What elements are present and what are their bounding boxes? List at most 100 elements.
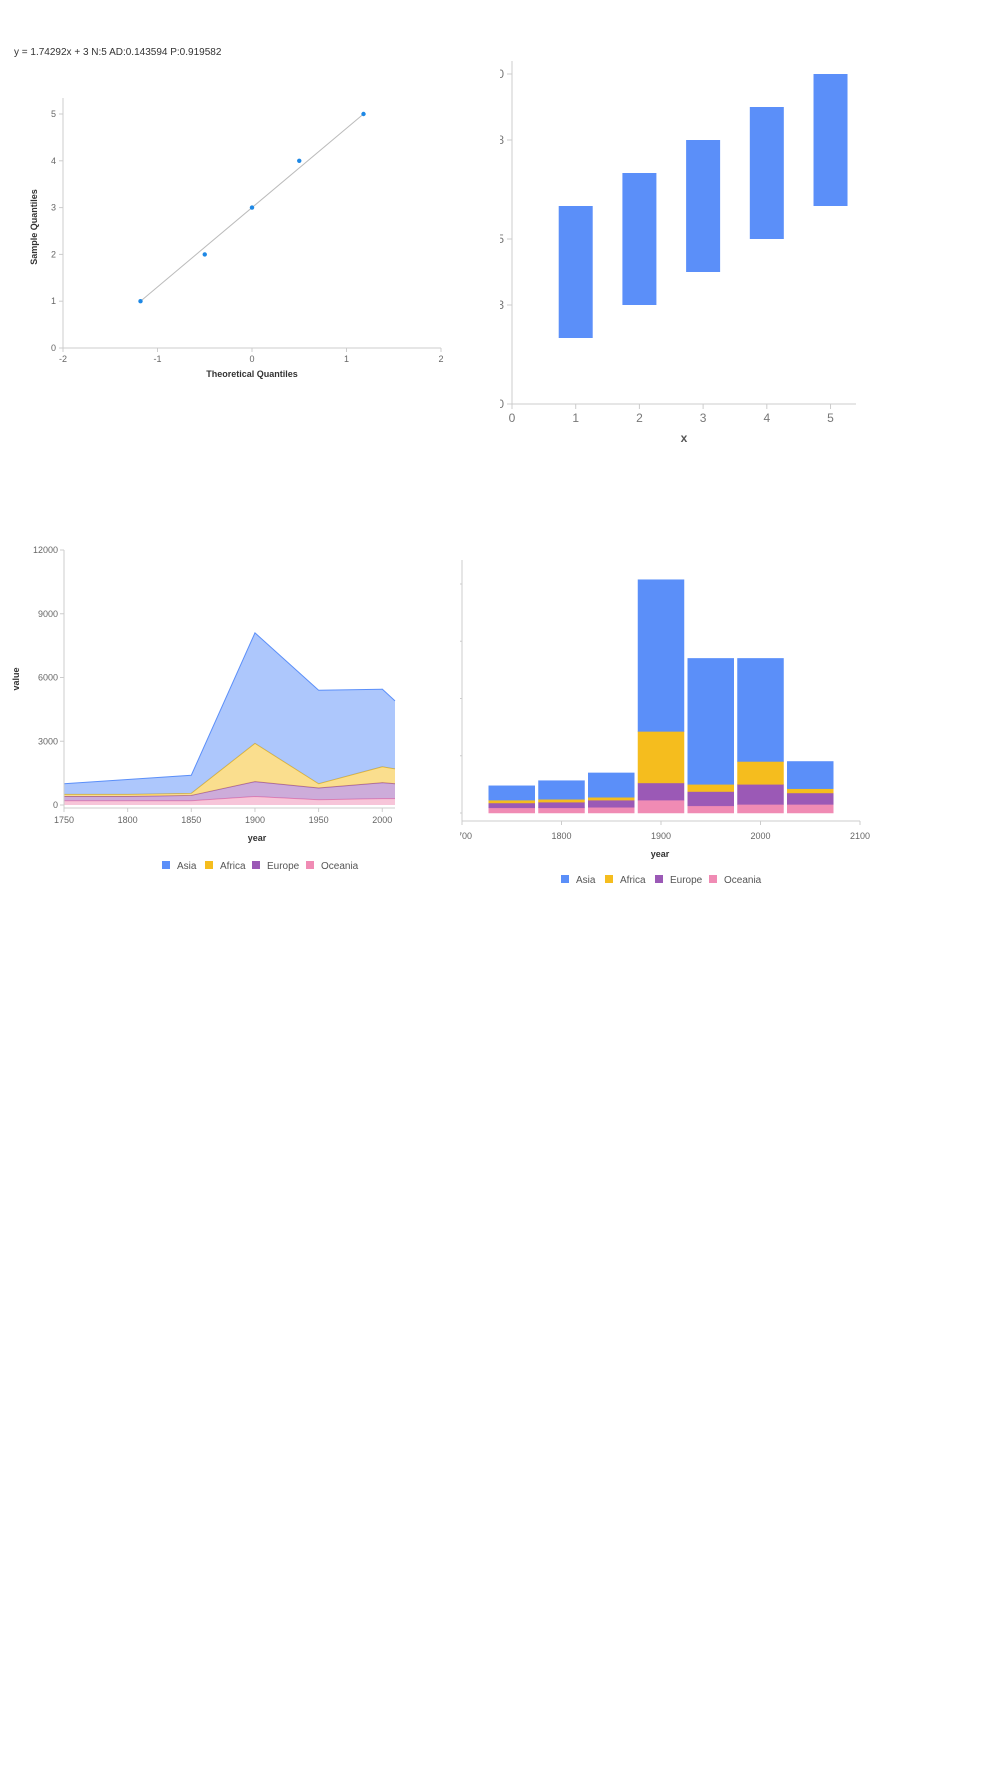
bar-segment-oceania bbox=[538, 807, 585, 814]
x-tick-label: 1900 bbox=[245, 815, 265, 825]
y-tick-label: 3000 bbox=[38, 736, 58, 746]
y-tick-label: 0 bbox=[51, 343, 56, 353]
y-tick-label: 4 bbox=[51, 156, 56, 166]
y-tick-label: 5 bbox=[51, 109, 56, 119]
bar-segment-europe bbox=[787, 792, 834, 805]
fit-equation-label: y = 1.74292x + 3 N:5 AD:0.143594 P:0.919… bbox=[14, 47, 222, 58]
bar-segment-oceania bbox=[588, 807, 635, 814]
x-tick-label: 0 bbox=[249, 354, 254, 364]
bar-segment-europe bbox=[538, 801, 585, 809]
bar-segment-asia bbox=[787, 761, 834, 789]
legend-label-africa: Africa bbox=[220, 861, 246, 872]
legend-swatch-oceania bbox=[306, 861, 314, 869]
range-bar bbox=[813, 74, 848, 206]
range-bar-chart: 012345035810xy bbox=[500, 61, 856, 445]
bar-segment-asia bbox=[637, 579, 685, 732]
bar-segment-oceania bbox=[687, 805, 734, 814]
bar-segment-oceania bbox=[637, 799, 685, 814]
x-tick-label: 2000 bbox=[750, 831, 770, 841]
x-tick-label: 1800 bbox=[551, 831, 571, 841]
data-point bbox=[297, 158, 302, 163]
x-tick-label: 1900 bbox=[651, 831, 671, 841]
area-africa bbox=[64, 743, 395, 797]
bar-segment-europe bbox=[737, 784, 784, 805]
bar-segment-europe bbox=[637, 782, 685, 801]
bar-segment-asia bbox=[538, 780, 585, 800]
x-tick-label: 1800 bbox=[118, 815, 138, 825]
bar-segment-africa bbox=[737, 761, 784, 785]
area-asia bbox=[64, 632, 395, 795]
x-tick-label: 1750 bbox=[54, 815, 74, 825]
legend-swatch-europe bbox=[252, 861, 260, 869]
y-axis-title: Sample Quantiles bbox=[29, 189, 39, 265]
x-tick-label: 4 bbox=[763, 411, 770, 425]
bar-segment-africa bbox=[538, 799, 585, 803]
x-tick-label: 1 bbox=[344, 354, 349, 364]
x-tick-label: 3 bbox=[700, 411, 707, 425]
legend-label-europe: Europe bbox=[267, 861, 300, 872]
range-bar bbox=[558, 206, 593, 338]
bar-segment-europe bbox=[488, 802, 535, 809]
stacked-bar-chart: 1700180019002000210002000400060008000yea… bbox=[460, 560, 870, 886]
legend-swatch-europe bbox=[655, 875, 663, 883]
bar-segment-oceania bbox=[737, 804, 784, 814]
legend-label-asia: Asia bbox=[177, 861, 197, 872]
x-axis-title: year bbox=[651, 849, 670, 859]
x-tick-label: 1 bbox=[572, 411, 579, 425]
y-tick-label: 0 bbox=[53, 800, 58, 810]
legend-label-oceania: Oceania bbox=[724, 875, 762, 886]
x-tick-label: 1700 bbox=[460, 831, 472, 841]
range-bar bbox=[622, 173, 657, 305]
legend-swatch-asia bbox=[561, 875, 569, 883]
x-tick-label: -2 bbox=[59, 354, 67, 364]
bar-segment-oceania bbox=[787, 804, 834, 814]
data-point bbox=[361, 111, 366, 117]
bar-segment-africa bbox=[637, 731, 685, 784]
y-tick-label: 5 bbox=[500, 232, 504, 246]
y-axis-title: value bbox=[11, 667, 21, 690]
y-tick-label: 1 bbox=[51, 296, 56, 306]
x-tick-label: 1950 bbox=[309, 815, 329, 825]
data-point bbox=[202, 252, 207, 257]
x-tick-label: 1850 bbox=[181, 815, 201, 825]
x-tick-label: 2000 bbox=[372, 815, 392, 825]
y-tick-label: 6000 bbox=[38, 673, 58, 683]
legend-label-asia: Asia bbox=[576, 875, 596, 886]
legend-swatch-africa bbox=[605, 875, 613, 883]
y-tick-label: 12000 bbox=[33, 545, 58, 555]
bar-segment-africa bbox=[588, 797, 635, 801]
legend-label-africa: Africa bbox=[620, 875, 646, 886]
x-axis-title: x bbox=[681, 431, 688, 445]
y-tick-label: 3 bbox=[51, 203, 56, 213]
x-tick-label: 2 bbox=[438, 354, 443, 364]
y-tick-label: 0 bbox=[500, 397, 504, 411]
bar-segment-oceania bbox=[488, 807, 535, 814]
x-axis-title: year bbox=[248, 833, 267, 843]
area-europe bbox=[64, 781, 395, 801]
x-axis-title: Theoretical Quantiles bbox=[206, 369, 298, 379]
y-tick-label: 2 bbox=[51, 249, 56, 259]
x-tick-label: 0 bbox=[509, 411, 516, 425]
x-tick-label: -1 bbox=[153, 354, 161, 364]
range-bar bbox=[686, 140, 721, 272]
legend-label-europe: Europe bbox=[670, 875, 703, 886]
stacked-area-chart: 1750 1800 1850 1900 1950 2000 0 3000 6000 9000 120… bbox=[11, 545, 396, 872]
x-tick-label: 2100 bbox=[850, 831, 870, 841]
area-line-asia bbox=[63, 632, 396, 785]
y-tick-label: 8 bbox=[500, 133, 504, 147]
qq-plot: -2 -1 0 1 2 0 1 2 3 4 5 Theoretical Quantiles Sample… bbox=[29, 98, 444, 379]
bar-segment-asia bbox=[687, 658, 734, 785]
y-tick-label: 3 bbox=[500, 298, 504, 312]
legend-swatch-asia bbox=[162, 861, 170, 869]
bar-segment-africa bbox=[787, 788, 834, 794]
bar-segment-asia bbox=[737, 658, 784, 762]
legend-swatch-oceania bbox=[709, 875, 717, 883]
bar-segment-europe bbox=[588, 799, 635, 808]
y-tick-label: 10 bbox=[500, 67, 504, 81]
y-tick-label: 9000 bbox=[38, 609, 58, 619]
bar-segment-asia bbox=[588, 772, 635, 798]
legend-label-oceania: Oceania bbox=[321, 861, 359, 872]
legend-swatch-africa bbox=[205, 861, 213, 869]
bar-segment-asia bbox=[488, 785, 535, 801]
bar-segment-africa bbox=[488, 799, 535, 804]
